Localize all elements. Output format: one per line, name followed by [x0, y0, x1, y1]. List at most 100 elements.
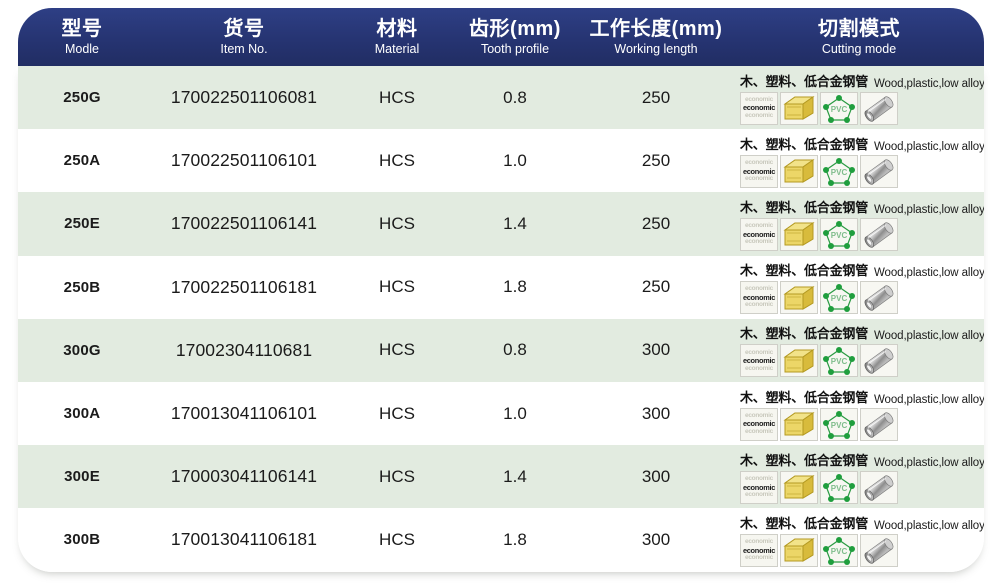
cutting-mode-label-en: Wood,plastic,low alloy steel pipes: [874, 140, 984, 153]
cell-model: 300B: [63, 531, 101, 549]
cutting-mode-label-cn: 木、塑料、低合金钢管: [740, 452, 869, 468]
cell-tooth-profile: 1.0: [503, 150, 527, 170]
column-header-tooth-profile-cn: 齿形(mm): [469, 17, 561, 40]
cell-working-length: 300: [641, 529, 671, 549]
economic-badge-top-text: economic: [745, 348, 773, 356]
cell-model: 300G: [63, 341, 101, 359]
column-header-working-length-en: Working length: [614, 41, 698, 56]
cutting-mode-icons: economic economic economic: [740, 154, 984, 188]
cutting-mode-label-cn: 木、塑料、低合金钢管: [740, 515, 869, 531]
svg-text:PVC: PVC: [831, 484, 848, 493]
wood-block-icon: [780, 407, 818, 441]
cell-item-no: 170013041106181: [170, 529, 318, 550]
svg-text:PVC: PVC: [831, 231, 848, 240]
cutting-mode-label-cn: 木、塑料、低合金钢管: [740, 326, 869, 342]
cutting-mode-label-en: Wood,plastic,low alloy steel pipes: [874, 456, 984, 469]
column-header-material-cn: 材料: [376, 17, 418, 40]
pvc-plastic-icon: PVC: [820, 533, 858, 567]
cell-material: HCS: [379, 150, 415, 170]
cutting-mode-label-en: Wood,plastic,low alloy steel pipes: [874, 77, 984, 90]
economic-badge-top-text: economic: [745, 411, 773, 419]
economic-badge-text: economic: [742, 103, 776, 113]
cutting-mode-label-cn: 木、塑料、低合金钢管: [740, 389, 869, 405]
wood-block-icon: [780, 91, 818, 125]
economic-badge-icon: economic economic economic: [740, 344, 778, 378]
pvc-plastic-icon: PVC: [820, 154, 858, 188]
steel-pipe-icon: [860, 217, 898, 251]
cell-model: 300A: [63, 405, 101, 423]
cutting-mode-icons: economic economic economic: [740, 533, 984, 567]
economic-badge-top-text: economic: [745, 285, 773, 293]
economic-badge-text: economic: [742, 419, 776, 429]
cutting-mode-labels: 木、塑料、低合金钢管 Wood,plastic,low alloy steel …: [740, 450, 984, 469]
table-row: 250B 170022501106181 HCS 1.8 250 木、塑料、低合…: [18, 255, 984, 319]
cutting-mode-labels: 木、塑料、低合金钢管 Wood,plastic,low alloy steel …: [740, 71, 984, 90]
economic-badge-text: economic: [742, 482, 776, 492]
wood-block-icon: [780, 217, 818, 251]
steel-pipe-icon: [860, 470, 898, 504]
cell-material: HCS: [379, 277, 415, 297]
cell-cutting-mode: 木、塑料、低合金钢管 Wood,plastic,low alloy steel …: [734, 319, 984, 382]
steel-pipe-icon: [860, 154, 898, 188]
cell-cutting-mode: 木、塑料、低合金钢管 Wood,plastic,low alloy steel …: [734, 192, 984, 255]
cell-tooth-profile: 0.8: [503, 340, 527, 360]
cutting-mode-labels: 木、塑料、低合金钢管 Wood,plastic,low alloy steel …: [740, 260, 984, 279]
economic-badge-icon: economic economic economic: [740, 217, 778, 251]
cutting-mode-labels: 木、塑料、低合金钢管 Wood,plastic,low alloy steel …: [740, 197, 984, 216]
economic-badge-bottom-text: economic: [745, 427, 773, 435]
economic-badge-bottom-text: economic: [745, 174, 773, 182]
economic-badge-bottom-text: economic: [745, 301, 773, 309]
cell-material: HCS: [379, 466, 415, 486]
column-header-material: 材料 Material: [342, 19, 452, 56]
economic-badge-top-text: economic: [745, 475, 773, 483]
cell-tooth-profile: 1.4: [503, 466, 527, 486]
wood-block-icon: [780, 154, 818, 188]
pvc-plastic-icon: PVC: [820, 407, 858, 441]
economic-badge-top-text: economic: [745, 95, 773, 103]
pvc-plastic-icon: PVC: [820, 217, 858, 251]
cutting-mode-icons: economic economic economic: [740, 281, 984, 315]
cutting-mode-labels: 木、塑料、低合金钢管 Wood,plastic,low alloy steel …: [740, 134, 984, 153]
cell-model: 250B: [63, 278, 101, 296]
cell-item-no: 170022501106141: [170, 213, 318, 234]
pvc-plastic-icon: PVC: [820, 344, 858, 378]
cutting-mode-label-cn: 木、塑料、低合金钢管: [740, 199, 869, 215]
cell-working-length: 250: [641, 277, 671, 297]
economic-badge-text: economic: [742, 229, 776, 239]
svg-text:PVC: PVC: [831, 547, 848, 556]
cell-tooth-profile: 0.8: [503, 87, 527, 107]
cell-tooth-profile: 1.4: [503, 213, 527, 233]
cell-item-no: 170022501106101: [170, 150, 318, 171]
economic-badge-icon: economic economic economic: [740, 533, 778, 567]
cell-material: HCS: [379, 529, 415, 549]
economic-badge-bottom-text: economic: [745, 238, 773, 246]
table-row: 300A 170013041106101 HCS 1.0 300 木、塑料、低合…: [18, 381, 984, 446]
cell-working-length: 250: [641, 213, 671, 233]
wood-block-icon: [780, 470, 818, 504]
steel-pipe-icon: [860, 533, 898, 567]
cell-tooth-profile: 1.0: [503, 403, 527, 423]
cell-working-length: 300: [641, 403, 671, 423]
cell-working-length: 300: [641, 466, 671, 486]
column-header-tooth-profile: 齿形(mm) Tooth profile: [452, 19, 578, 56]
cell-model: 250E: [64, 215, 100, 233]
economic-badge-icon: economic economic economic: [740, 91, 778, 125]
cell-tooth-profile: 1.8: [503, 277, 527, 297]
cell-model: 250G: [63, 89, 101, 107]
economic-badge-bottom-text: economic: [745, 111, 773, 119]
column-header-cutting-mode-cn: 切割模式: [818, 17, 900, 40]
economic-badge-text: economic: [742, 545, 776, 555]
cell-material: HCS: [379, 340, 415, 360]
wood-block-icon: [780, 281, 818, 315]
svg-text:PVC: PVC: [831, 421, 848, 430]
cutting-mode-label-en: Wood,plastic,low alloy steel pipes: [874, 267, 984, 280]
economic-badge-bottom-text: economic: [745, 490, 773, 498]
economic-badge-text: economic: [742, 356, 776, 366]
cell-item-no: 170022501106181: [170, 276, 318, 297]
cell-item-no: 170003041106141: [170, 466, 318, 487]
economic-badge-bottom-text: economic: [745, 364, 773, 372]
cutting-mode-label-en: Wood,plastic,low alloy steel pipes: [874, 393, 984, 406]
cell-material: HCS: [379, 213, 415, 233]
cell-cutting-mode: 木、塑料、低合金钢管 Wood,plastic,low alloy steel …: [734, 66, 984, 129]
steel-pipe-icon: [860, 344, 898, 378]
